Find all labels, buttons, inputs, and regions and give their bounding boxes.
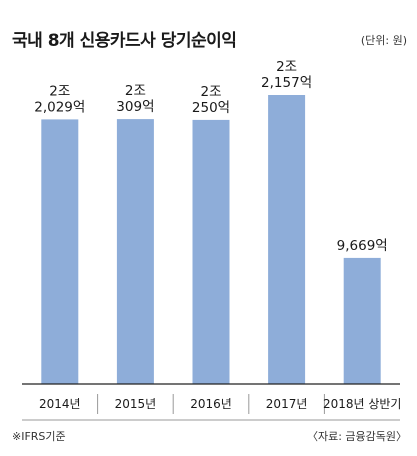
value-label-3-1: 2조	[200, 84, 221, 100]
bar-1	[41, 119, 79, 385]
value-label-2-2: 309억	[116, 99, 154, 115]
x-tick-labels-group: 2014년 2015년 2016년 2017년 2018년 상반기	[39, 397, 401, 411]
x-tick-label-5: 2018년 상반기	[323, 397, 402, 411]
chart-title: 국내 8개 신용카드사 당기순이익	[12, 31, 237, 51]
x-tick-label-4: 2017년	[266, 397, 308, 411]
bar-5	[343, 257, 381, 384]
value-label-5-1: 9,669억	[337, 238, 388, 254]
source-label: 〈자료: 금융감독원〉	[306, 430, 407, 443]
x-tick-label-1: 2014년	[39, 397, 81, 411]
unit-label: (단위: 원)	[360, 34, 407, 47]
value-label-4-1: 2조	[276, 59, 297, 75]
footnote: ※IFRS기준	[12, 430, 66, 443]
value-label-1-1: 2조	[49, 83, 70, 99]
bar-2	[116, 119, 154, 384]
category-separators	[97, 394, 325, 414]
x-tick-label-3: 2016년	[190, 397, 232, 411]
bars-group	[41, 95, 381, 385]
value-label-1-2: 2,029억	[34, 99, 85, 115]
x-tick-label-2: 2015년	[115, 397, 157, 411]
value-label-3-2: 250억	[192, 100, 230, 116]
bar-4	[268, 95, 306, 384]
value-label-2-1: 2조	[125, 83, 146, 99]
value-label-4-2: 2,157억	[261, 75, 312, 91]
bar-3	[192, 119, 230, 385]
